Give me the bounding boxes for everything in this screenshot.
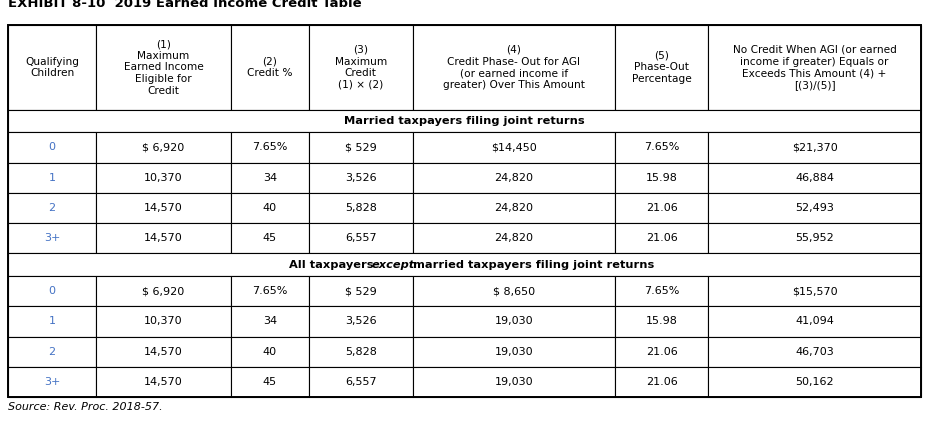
Text: 14,570: 14,570 (144, 377, 183, 387)
Bar (614, 163, 707, 193)
Bar (97, 132, 231, 163)
Bar (412, 193, 614, 223)
Bar (412, 223, 614, 253)
Bar (614, 132, 707, 163)
Text: married taxpayers filing joint returns: married taxpayers filing joint returns (408, 260, 653, 270)
Text: 45: 45 (263, 233, 277, 243)
Text: 7.65%: 7.65% (252, 142, 288, 153)
Text: $14,450: $14,450 (490, 142, 536, 153)
Text: 40: 40 (263, 347, 277, 357)
Text: 45: 45 (263, 377, 277, 387)
Text: (2)
Credit %: (2) Credit % (247, 57, 292, 78)
Bar (8, 253, 920, 276)
Bar (8, 25, 920, 397)
Text: 15.98: 15.98 (645, 173, 677, 183)
Text: All taxpayers: All taxpayers (289, 260, 377, 270)
Bar (231, 223, 308, 253)
Bar (8, 306, 97, 337)
Text: 1: 1 (48, 316, 56, 326)
Bar (614, 276, 707, 306)
Text: 24,820: 24,820 (494, 173, 533, 183)
Bar (707, 337, 920, 367)
Text: Married taxpayers filing joint returns: Married taxpayers filing joint returns (343, 116, 585, 126)
Bar (412, 306, 614, 337)
Bar (97, 163, 231, 193)
Text: except: except (371, 260, 415, 270)
Text: 3,526: 3,526 (344, 173, 376, 183)
Text: 41,094: 41,094 (794, 316, 833, 326)
Text: $ 6,920: $ 6,920 (142, 286, 185, 296)
Text: 21.06: 21.06 (645, 377, 677, 387)
Text: Source: Rev. Proc. 2018-57.: Source: Rev. Proc. 2018-57. (8, 402, 162, 412)
Bar (308, 163, 412, 193)
Text: EXHIBIT 8-10  2019 Earned Income Credit Table: EXHIBIT 8-10 2019 Earned Income Credit T… (8, 0, 361, 10)
Bar (707, 163, 920, 193)
Text: 7.65%: 7.65% (643, 286, 678, 296)
Text: $ 529: $ 529 (344, 286, 376, 296)
Text: 46,703: 46,703 (794, 347, 833, 357)
Text: No Credit When AGI (or earned
income if greater) Equals or
Exceeds This Amount (: No Credit When AGI (or earned income if … (732, 45, 896, 90)
Text: 14,570: 14,570 (144, 233, 183, 243)
Text: 6,557: 6,557 (344, 377, 376, 387)
Text: 5,828: 5,828 (344, 203, 376, 213)
Bar (614, 367, 707, 397)
Bar (8, 223, 97, 253)
Bar (412, 337, 614, 367)
Bar (707, 25, 920, 110)
Bar (614, 223, 707, 253)
Bar (614, 193, 707, 223)
Text: 10,370: 10,370 (144, 173, 183, 183)
Bar (412, 367, 614, 397)
Text: 2: 2 (48, 347, 56, 357)
Text: 3+: 3+ (44, 233, 60, 243)
Bar (97, 223, 231, 253)
Text: 10,370: 10,370 (144, 316, 183, 326)
Text: Qualifying
Children: Qualifying Children (25, 57, 79, 78)
Text: 19,030: 19,030 (494, 347, 533, 357)
Text: 40: 40 (263, 203, 277, 213)
Text: $15,570: $15,570 (791, 286, 836, 296)
Bar (231, 193, 308, 223)
Text: $ 529: $ 529 (344, 142, 376, 153)
Text: (4)
Credit Phase- Out for AGI
(or earned income if
greater) Over This Amount: (4) Credit Phase- Out for AGI (or earned… (443, 45, 584, 90)
Bar (707, 367, 920, 397)
Bar (707, 306, 920, 337)
Text: 21.06: 21.06 (645, 347, 677, 357)
Bar (707, 276, 920, 306)
Text: $ 8,650: $ 8,650 (492, 286, 535, 296)
Bar (8, 276, 97, 306)
Text: 24,820: 24,820 (494, 203, 533, 213)
Bar (231, 367, 308, 397)
Text: 6,557: 6,557 (344, 233, 376, 243)
Text: $ 6,920: $ 6,920 (142, 142, 185, 153)
Bar (308, 223, 412, 253)
Bar (231, 276, 308, 306)
Text: 55,952: 55,952 (794, 233, 833, 243)
Bar (231, 25, 308, 110)
Bar (707, 193, 920, 223)
Text: (3)
Maximum
Credit
(1) × (2): (3) Maximum Credit (1) × (2) (334, 45, 386, 90)
Bar (308, 25, 412, 110)
Bar (97, 276, 231, 306)
Text: 15.98: 15.98 (645, 316, 677, 326)
Text: 34: 34 (263, 316, 277, 326)
Bar (308, 337, 412, 367)
Bar (8, 25, 97, 110)
Text: 24,820: 24,820 (494, 233, 533, 243)
Text: 21.06: 21.06 (645, 233, 677, 243)
Bar (412, 25, 614, 110)
Bar (308, 367, 412, 397)
Text: 3+: 3+ (44, 377, 60, 387)
Text: 19,030: 19,030 (494, 377, 533, 387)
Bar (412, 276, 614, 306)
Bar (707, 223, 920, 253)
Bar (707, 132, 920, 163)
Bar (231, 306, 308, 337)
Text: 5,828: 5,828 (344, 347, 376, 357)
Bar (614, 337, 707, 367)
Bar (308, 306, 412, 337)
Bar (308, 276, 412, 306)
Bar (8, 367, 97, 397)
Bar (97, 25, 231, 110)
Bar (412, 163, 614, 193)
